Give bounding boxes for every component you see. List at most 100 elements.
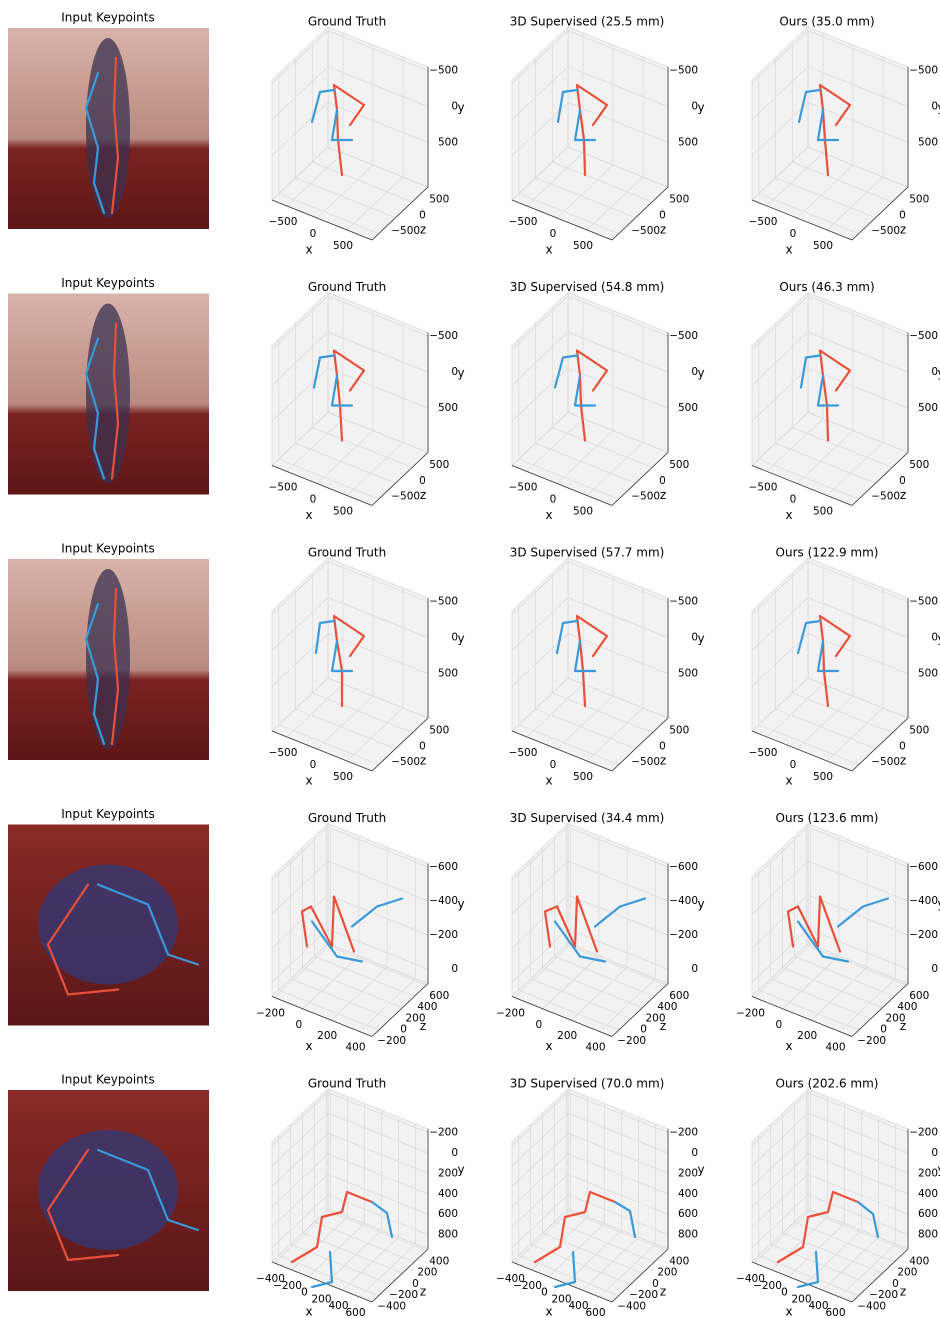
axes-3d <box>511 26 669 241</box>
z-axis-label: z <box>660 223 666 237</box>
panel-title: 3D Supervised (57.7 mm) <box>510 546 665 560</box>
grid-line <box>518 193 619 235</box>
axis-edge <box>511 1261 613 1303</box>
grid-line <box>806 944 907 986</box>
z-tick-label: −500 <box>631 491 660 503</box>
z-axis-label: z <box>420 488 426 502</box>
input-photo <box>8 1090 209 1291</box>
z-axis-label: z <box>900 754 906 768</box>
z-tick-label: 0 <box>652 1278 659 1290</box>
z-tick-label: 400 <box>657 1001 677 1013</box>
y-tick-label: 600 <box>438 1208 458 1220</box>
skeleton-right <box>332 349 366 442</box>
grid-line <box>758 989 859 1031</box>
grid-line <box>556 430 614 484</box>
z-tick-label: −200 <box>629 1289 658 1301</box>
skeleton-left <box>330 374 354 407</box>
grid-line <box>599 978 656 1032</box>
y-tick-label: 400 <box>678 1188 698 1200</box>
x-tick-label: 200 <box>797 1030 817 1042</box>
axis-edge <box>511 199 613 241</box>
grid-line <box>567 633 669 674</box>
z-tick-label: −500 <box>871 756 900 768</box>
grid-line <box>327 367 429 409</box>
grid-line <box>751 1133 809 1187</box>
skeleton-right <box>575 614 609 708</box>
skeleton-left <box>796 920 850 963</box>
axis-edge <box>271 465 373 506</box>
y-axis-label: y <box>457 897 464 911</box>
grid-line <box>271 331 329 386</box>
grid-line <box>792 692 893 734</box>
skeleton-left <box>310 1250 334 1289</box>
grid-line <box>511 1153 569 1208</box>
grid-line <box>552 426 653 468</box>
grid-line <box>327 1112 429 1154</box>
z-axis-label: z <box>420 223 426 237</box>
z-tick-label: 200 <box>885 1012 905 1024</box>
y-tick-label: 500 <box>678 668 698 680</box>
grid-line <box>271 633 329 687</box>
z-tick-label: −500 <box>871 491 900 503</box>
y-axis-label: y <box>697 366 704 380</box>
panel-title: Ours (123.6 mm) <box>776 811 879 825</box>
axis-edge <box>371 186 429 241</box>
y-tick-label: −600 <box>429 861 458 873</box>
x-tick-label: −500 <box>509 747 538 759</box>
grid-line <box>567 826 669 868</box>
y-tick-label: 0 <box>931 963 938 975</box>
y-tick-label: −500 <box>669 65 698 77</box>
y-tick-label: 0 <box>931 632 938 644</box>
axes-3d <box>751 1088 909 1303</box>
grid-line <box>312 426 413 468</box>
grid-line <box>807 597 909 638</box>
y-tick-label: 400 <box>918 1188 938 1200</box>
axis-edge <box>271 730 373 772</box>
grid-line <box>807 1133 909 1174</box>
grid-line <box>290 978 391 1020</box>
skeleton-left <box>856 1200 880 1239</box>
z-tick-label: −400 <box>377 1300 406 1312</box>
y-axis-label: y <box>937 101 940 115</box>
y-tick-label: 500 <box>438 137 458 149</box>
x-axis-label: x <box>305 508 312 522</box>
grid-line <box>586 707 644 762</box>
grid-line <box>327 826 429 868</box>
y-axis-label: y <box>457 632 464 646</box>
grid-line <box>567 928 669 970</box>
skeleton-right <box>332 614 366 708</box>
grid-line <box>531 1216 588 1271</box>
skeleton-left <box>350 897 404 928</box>
y-tick-label: 500 <box>438 402 458 414</box>
z-tick-label: −500 <box>871 225 900 237</box>
x-tick-label: 500 <box>813 506 833 518</box>
photo-title: Input Keypoints <box>61 1073 155 1087</box>
grid-line <box>796 430 854 484</box>
y-tick-label: 0 <box>691 963 698 975</box>
grid-line <box>810 966 868 1021</box>
grid-line <box>542 1232 643 1274</box>
grid-line <box>271 66 329 120</box>
y-tick-label: 500 <box>678 137 698 149</box>
z-axis-label: z <box>660 488 666 502</box>
skeleton-left <box>370 1200 394 1239</box>
y-tick-label: −500 <box>429 596 458 608</box>
grid-line <box>302 955 360 1010</box>
x-tick-label: −400 <box>256 1273 285 1285</box>
grid-line <box>271 826 329 881</box>
grid-line <box>327 1133 429 1174</box>
axis-edge <box>611 186 669 241</box>
axis-edge <box>611 983 669 1037</box>
y-tick-label: 200 <box>438 1167 458 1179</box>
z-axis-label: z <box>420 1285 426 1299</box>
photo-skeleton-right <box>110 322 120 480</box>
x-tick-label: 0 <box>295 1019 302 1031</box>
grid-line <box>302 967 403 1008</box>
z-axis-label: z <box>900 488 906 502</box>
grid-line <box>782 955 840 1010</box>
y-tick-label: −500 <box>669 330 698 342</box>
axes-3d <box>511 1088 669 1303</box>
x-tick-label: 400 <box>328 1300 348 1312</box>
x-tick-label: 600 <box>585 1307 605 1318</box>
